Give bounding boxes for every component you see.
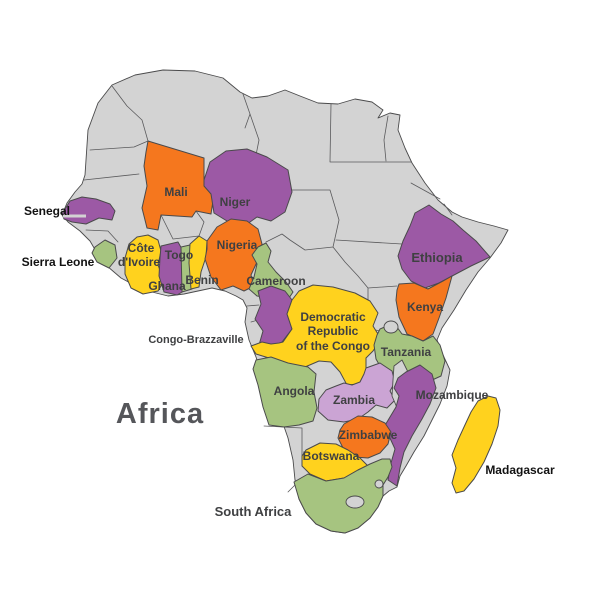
label-cameroon: Cameroon (246, 274, 305, 288)
lesotho-region (345, 495, 365, 509)
label-mali: Mali (164, 185, 187, 199)
label-drc-3: of the Congo (296, 339, 370, 353)
label-niger: Niger (220, 195, 251, 209)
label-benin: Benin (185, 273, 218, 287)
country-cameroon[interactable] (248, 242, 294, 299)
label-madagascar: Madagascar (485, 463, 555, 477)
country-sierra-leone[interactable] (91, 239, 118, 269)
label-drc-1: Democratic (300, 310, 366, 324)
label-congo-brazzaville: Congo-Brazzaville (148, 334, 243, 346)
label-kenya: Kenya (407, 300, 443, 314)
label-south-africa: South Africa (215, 504, 293, 519)
label-drc-2: Republic (308, 324, 359, 338)
country-mozambique[interactable] (383, 364, 437, 487)
country-benin[interactable] (188, 235, 208, 290)
label-zimbabwe: Zimbabwe (339, 428, 398, 442)
country-ethiopia[interactable] (397, 204, 491, 289)
country-madagascar[interactable] (451, 395, 501, 494)
country-niger[interactable] (203, 148, 293, 228)
country-zimbabwe[interactable] (337, 415, 392, 459)
label-zambia: Zambia (333, 393, 375, 407)
label-angola: Angola (274, 384, 315, 398)
label-ethiopia: Ethiopia (411, 250, 463, 265)
lake-victoria (383, 320, 399, 334)
label-senegal: Senegal (24, 204, 70, 218)
country-drc[interactable] (250, 284, 382, 386)
country-cote-divoire[interactable] (124, 234, 165, 295)
country-angola[interactable] (252, 356, 318, 428)
label-togo: Togo (165, 248, 193, 262)
label-nigeria: Nigeria (217, 238, 258, 252)
label-tanzania: Tanzania (381, 345, 432, 359)
label-ghana: Ghana (148, 279, 186, 293)
label-botswana: Botswana (303, 449, 360, 463)
label-cote-divoire-1: Côte (128, 241, 155, 255)
label-sierra-leone: Sierra Leone (22, 255, 95, 269)
label-cote-divoire-2: d'Ivoire (118, 255, 161, 269)
continent-title: Africa (116, 398, 204, 430)
label-mozambique: Mozambique (416, 388, 489, 402)
country-tanzania[interactable] (373, 322, 446, 382)
country-borders (83, 85, 453, 493)
country-kenya[interactable] (395, 275, 453, 342)
swaziland-region (374, 479, 384, 489)
